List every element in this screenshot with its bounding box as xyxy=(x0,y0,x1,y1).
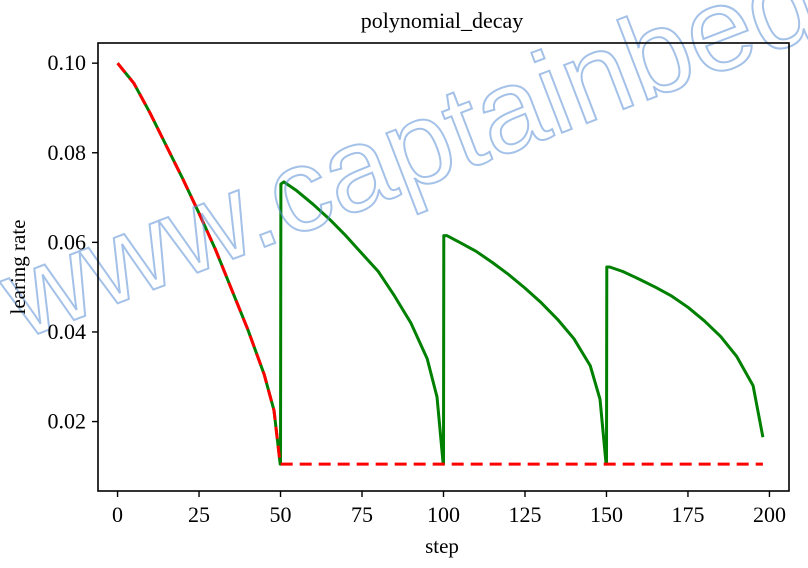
y-axis-label: learing rate xyxy=(6,219,30,314)
series-line-dashed-red xyxy=(116,62,763,466)
x-tick-label: 200 xyxy=(753,502,786,527)
y-tick-label: 0.10 xyxy=(48,50,87,75)
y-tick-label: 0.02 xyxy=(48,409,87,434)
x-axis-label: step xyxy=(425,534,459,558)
chart-title: polynomial_decay xyxy=(361,8,524,33)
x-tick-label: 25 xyxy=(188,502,210,527)
y-axis-ticks: 0.02 0.04 0.06 0.08 0.10 xyxy=(48,50,98,434)
x-tick-label: 100 xyxy=(427,502,460,527)
x-axis-ticks: 0 25 50 75 100 125 150 175 200 xyxy=(112,491,786,527)
x-tick-label: 175 xyxy=(671,502,704,527)
y-tick-label: 0.06 xyxy=(48,229,87,254)
y-tick-label: 0.04 xyxy=(48,319,87,344)
x-tick-label: 125 xyxy=(508,502,541,527)
x-tick-label: 150 xyxy=(590,502,623,527)
y-tick-label: 0.08 xyxy=(48,140,87,165)
x-tick-label: 0 xyxy=(112,502,123,527)
plot-lines xyxy=(116,62,765,466)
x-tick-label: 75 xyxy=(351,502,373,527)
x-tick-label: 50 xyxy=(270,502,292,527)
